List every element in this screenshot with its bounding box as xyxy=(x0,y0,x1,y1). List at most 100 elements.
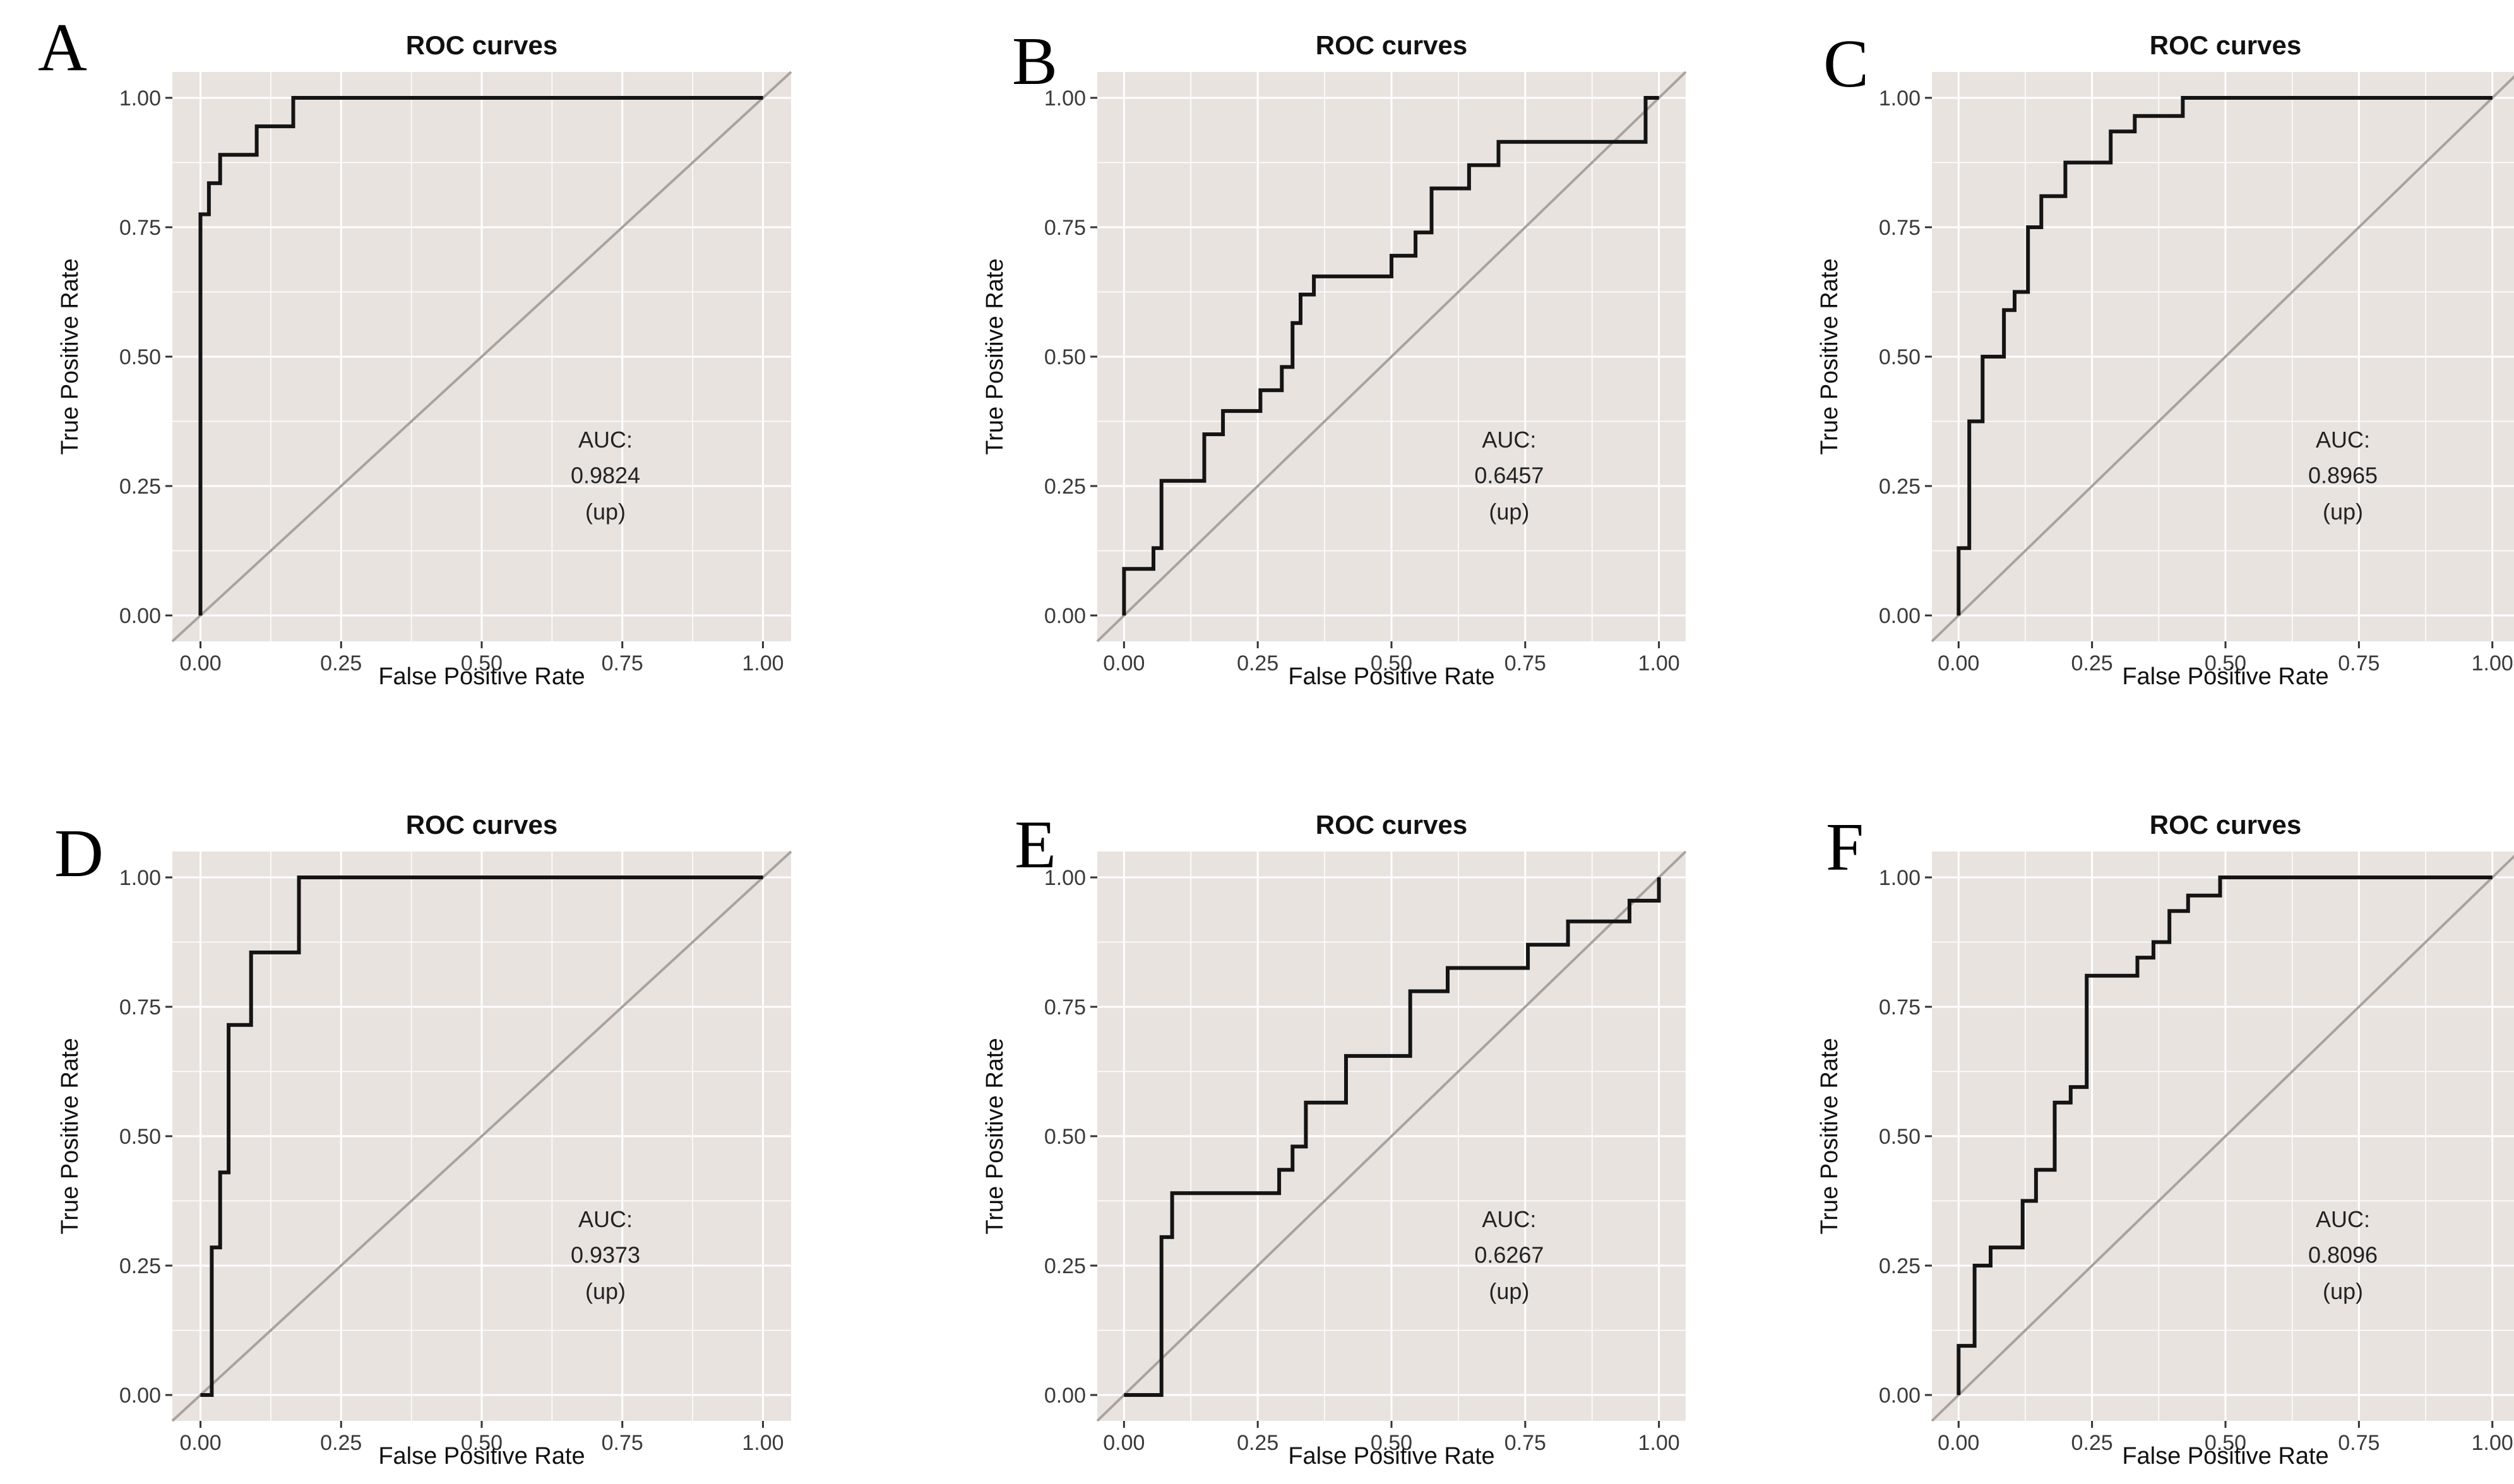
y-axis-label: True Positive Rate xyxy=(1816,258,1843,454)
x-tick-label: 0.25 xyxy=(2071,651,2113,675)
diagonal-reference-line xyxy=(1096,850,1687,1422)
x-tick-label: 0.25 xyxy=(2071,1431,2113,1455)
x-tick-label: 0.50 xyxy=(1371,651,1412,675)
roc-chart-a: 0.00 0.25 0.50 0.75 1.00 0.00 0.25 0.50 0.75 1.00… xyxy=(57,30,792,690)
x-tick-label: 1.00 xyxy=(2472,1431,2513,1455)
x-axis-label: False Positive Rate xyxy=(1288,663,1494,690)
auc-label: AUC: xyxy=(1482,427,1536,453)
roc-chart-b: 0.00 0.25 0.50 0.75 1.00 0.00 0.25 0.50 0.75 1.00… xyxy=(982,30,1687,690)
roc-curve xyxy=(200,876,763,1397)
y-tick-label: 1.00 xyxy=(1879,86,1921,110)
y-tick-label: 0.00 xyxy=(119,604,161,628)
y-tick-label: 0.75 xyxy=(1044,216,1086,240)
y-tick-label: 0.25 xyxy=(119,475,161,499)
x-tick-label: 0.00 xyxy=(1938,651,1979,675)
y-axis-label: True Positive Rate xyxy=(982,258,1008,454)
x-tick-label: 0.75 xyxy=(1504,1431,1546,1455)
y-tick-label: 0.75 xyxy=(1879,995,1921,1019)
y-tick-label: 0.00 xyxy=(1879,1384,1921,1408)
y-tick-label: 0.25 xyxy=(119,1254,161,1278)
x-tick-label: 0.75 xyxy=(602,1431,643,1455)
x-tick-label: 0.50 xyxy=(2205,651,2246,675)
x-axis-label: False Positive Rate xyxy=(2122,1443,2328,1469)
y-tick-label: 1.00 xyxy=(1044,86,1086,110)
y-axis-label: True Positive Rate xyxy=(57,258,83,454)
x-tick-label: 0.00 xyxy=(1938,1431,1979,1455)
chart-title: ROC curves xyxy=(406,810,557,840)
x-tick-label: 0.50 xyxy=(1371,1431,1412,1455)
roc-curve xyxy=(1124,877,1661,1397)
y-tick-label: 0.25 xyxy=(1879,475,1921,499)
roc-curve xyxy=(1957,96,2493,615)
y-tick-label: 0.00 xyxy=(1044,1384,1086,1408)
panel-letter-a: A xyxy=(38,10,87,85)
y-tick-label: 0.75 xyxy=(119,216,161,240)
y-axis-label: True Positive Rate xyxy=(1816,1038,1843,1234)
y-tick-label: 0.50 xyxy=(1879,1125,1921,1149)
y-tick-label: 0.00 xyxy=(119,1384,161,1408)
x-tick-label: 0.50 xyxy=(461,651,503,675)
y-tick-label: 0.00 xyxy=(1044,604,1086,628)
y-tick-label: 0.50 xyxy=(1044,345,1086,369)
x-tick-label: 0.50 xyxy=(461,1431,503,1455)
y-tick-label: 0.75 xyxy=(1044,995,1086,1019)
x-axis-label: False Positive Rate xyxy=(378,663,585,690)
auc-label: AUC: xyxy=(2316,1206,2370,1232)
chart-title: ROC curves xyxy=(2150,30,2301,60)
panel-letter-d: D xyxy=(54,816,104,891)
auc-value: 0.9373 xyxy=(571,1242,640,1268)
x-tick-label: 0.25 xyxy=(320,651,362,675)
roc-panel-c: C 0.00 0.25 0.50 0.75 1.00 0.00 0.25 0.50 0.75 1.… xyxy=(1701,10,2514,727)
y-tick-label: 1.00 xyxy=(1879,866,1921,890)
diagonal-reference-line xyxy=(1931,74,2514,643)
chart-title: ROC curves xyxy=(2150,810,2301,840)
roc-panel-b: B 0.00 0.25 0.50 0.75 1.00 0.00 0.25 0.50 0.75 1.… xyxy=(863,10,1687,727)
auc-label: AUC: xyxy=(2316,427,2370,453)
auc-direction: (up) xyxy=(1489,499,1529,525)
y-tick-label: 0.25 xyxy=(1044,1254,1086,1278)
y-tick-label: 1.00 xyxy=(119,866,161,890)
x-tick-label: 0.25 xyxy=(320,1431,362,1455)
x-axis-label: False Positive Rate xyxy=(1288,1443,1494,1469)
diagonal-reference-line xyxy=(171,850,792,1422)
panel-letter-b: B xyxy=(1012,24,1058,99)
auc-value: 0.8096 xyxy=(2308,1242,2378,1268)
x-tick-label: 0.00 xyxy=(179,1431,221,1455)
x-axis-label: False Positive Rate xyxy=(2122,663,2328,690)
x-tick-label: 0.25 xyxy=(1237,651,1278,675)
auc-direction: (up) xyxy=(2323,1278,2363,1304)
x-tick-label: 0.75 xyxy=(2338,651,2380,675)
x-tick-label: 0.00 xyxy=(1103,651,1145,675)
x-tick-label: 0.75 xyxy=(2338,1431,2380,1455)
chart-title: ROC curves xyxy=(1316,810,1467,840)
auc-direction: (up) xyxy=(585,499,626,525)
x-tick-label: 1.00 xyxy=(1638,1431,1680,1455)
auc-label: AUC: xyxy=(578,1206,633,1232)
x-tick-label: 0.75 xyxy=(1504,651,1546,675)
auc-value: 0.9824 xyxy=(571,463,640,489)
x-tick-label: 0.25 xyxy=(1237,1431,1278,1455)
auc-direction: (up) xyxy=(585,1278,626,1304)
y-tick-label: 1.00 xyxy=(119,86,161,110)
y-tick-label: 0.75 xyxy=(119,995,161,1019)
roc-panel-f: F 0.00 0.25 0.50 0.75 1.00 0.00 0.25 0.50 0.75 1.… xyxy=(1701,747,2514,1469)
x-tick-label: 1.00 xyxy=(742,651,783,675)
auc-label: AUC: xyxy=(1482,1206,1536,1232)
panel-letter-c: C xyxy=(1823,27,1869,102)
x-tick-label: 1.00 xyxy=(1638,651,1680,675)
roc-panel-e: E 0.00 0.25 0.50 0.75 1.00 0.00 0.25 0.50 0.75 1.… xyxy=(863,747,1687,1469)
x-tick-label: 0.75 xyxy=(602,651,643,675)
roc-curve xyxy=(198,96,763,615)
y-tick-label: 0.75 xyxy=(1879,216,1921,240)
x-tick-label: 1.00 xyxy=(2472,651,2513,675)
x-tick-label: 1.00 xyxy=(742,1431,783,1455)
x-tick-label: 0.00 xyxy=(1103,1431,1145,1455)
y-tick-label: 0.50 xyxy=(1879,345,1921,369)
auc-value: 0.8965 xyxy=(2308,463,2378,489)
roc-panel-d: D 0.00 0.25 0.50 0.75 1.00 0.00 0.25 0.50 0.75 1.… xyxy=(25,747,813,1469)
chart-title: ROC curves xyxy=(406,30,557,60)
y-axis-label: True Positive Rate xyxy=(982,1038,1008,1234)
y-tick-label: 1.00 xyxy=(1044,866,1086,890)
x-tick-label: 0.00 xyxy=(179,651,221,675)
